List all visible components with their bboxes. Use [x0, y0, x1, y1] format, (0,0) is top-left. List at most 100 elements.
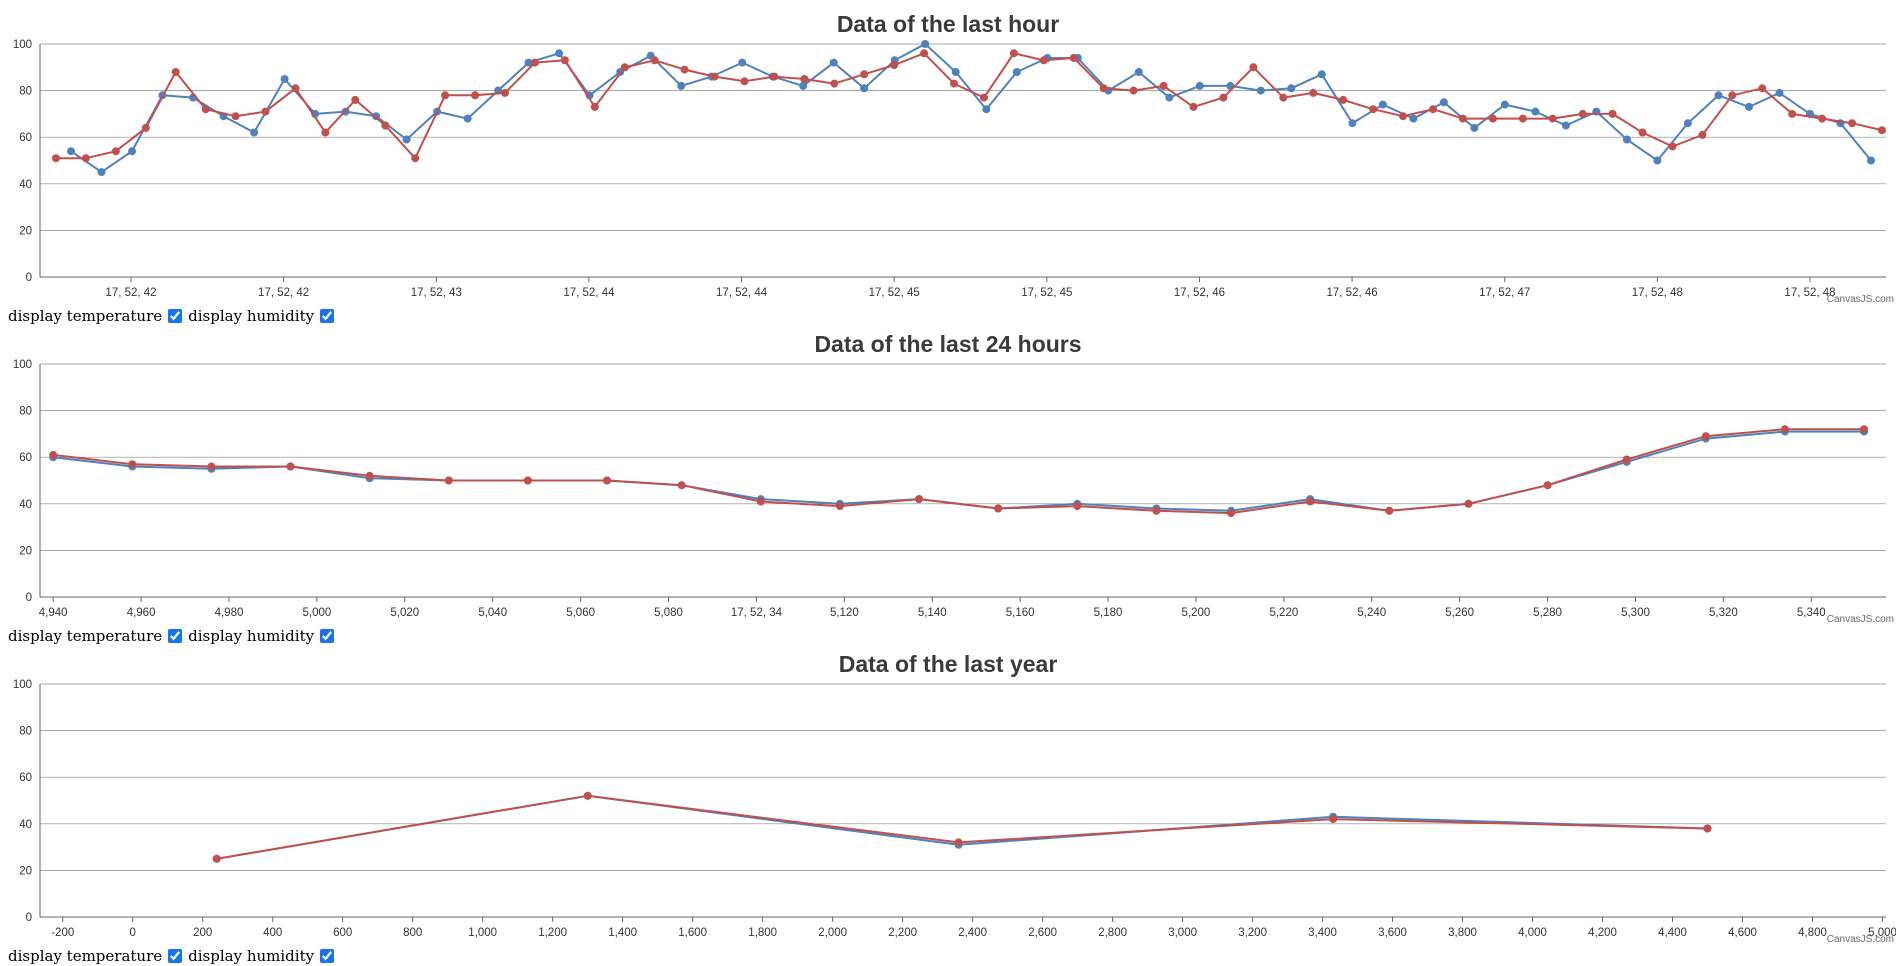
humidity-data-point — [1518, 114, 1527, 123]
humidity-data-point — [1039, 56, 1048, 65]
temperature-toggle[interactable]: display temperature — [8, 947, 183, 965]
temperature-data-point — [1622, 135, 1631, 144]
humidity-data-point — [1073, 502, 1082, 511]
humidity-data-point — [1339, 95, 1348, 104]
x-tick-label: 4,000 — [1518, 927, 1547, 939]
humidity-data-point — [1488, 114, 1497, 123]
humidity-data-point — [756, 497, 765, 506]
temperature-checkbox[interactable] — [168, 309, 183, 323]
canvasjs-credit: CanvasJS.com — [1827, 294, 1894, 305]
temperature-data-point — [1745, 102, 1753, 111]
humidity-data-point — [1860, 425, 1868, 434]
temperature-toggle-label: display temperature — [8, 307, 163, 325]
x-tick-label: 1,600 — [678, 927, 707, 939]
temperature-data-point — [738, 58, 747, 67]
humidity-data-point — [1818, 114, 1827, 123]
x-tick-label: 3,800 — [1448, 927, 1477, 939]
temperature-toggle-label: display temperature — [8, 947, 163, 965]
humidity-toggle[interactable]: display humidity — [188, 947, 335, 965]
humidity-checkbox[interactable] — [320, 949, 335, 963]
humidity-data-point — [1848, 119, 1857, 128]
temperature-data-point — [555, 49, 564, 58]
x-tick-label: 5,220 — [1269, 607, 1298, 619]
humidity-data-point — [1189, 102, 1198, 111]
humidity-toggle[interactable]: display humidity — [188, 307, 335, 325]
y-tick-label: 40 — [19, 179, 32, 191]
x-tick-label: 1,400 — [608, 927, 637, 939]
humidity-toggle[interactable]: display humidity — [188, 627, 335, 645]
humidity-data-point — [603, 476, 611, 485]
humidity-data-point — [1578, 109, 1587, 118]
temperature-data-point — [463, 114, 472, 123]
temperature-data-point — [1531, 107, 1540, 116]
humidity-data-point — [677, 481, 686, 490]
x-tick-label: 17, 52, 48 — [1784, 287, 1835, 299]
x-tick-label: 2,400 — [958, 927, 987, 939]
humidity-data-point — [1399, 112, 1407, 121]
temperature-data-point — [1683, 119, 1692, 128]
humidity-data-point — [1129, 86, 1138, 95]
humidity-data-point — [830, 79, 839, 88]
humidity-data-point — [920, 49, 929, 58]
y-tick-label: 0 — [26, 592, 32, 604]
humidity-data-point — [471, 91, 480, 100]
x-tick-label: 1,200 — [538, 927, 567, 939]
x-tick-label: 5,020 — [390, 607, 419, 619]
temperature-toggle-label: display temperature — [8, 627, 163, 645]
x-tick-label: 17, 52, 43 — [411, 287, 462, 299]
temperature-checkbox[interactable] — [168, 629, 183, 643]
chart-year-plot: Data of the last year 0 20 40 60 80 100 -200 0 20… — [13, 651, 1896, 945]
humidity-data-point — [49, 450, 58, 459]
humidity-data-point — [411, 154, 420, 163]
temperature-data-point — [1867, 156, 1875, 165]
humidity-data-point — [590, 102, 599, 111]
humidity-data-point — [1369, 105, 1378, 114]
x-tick-label: 2,000 — [818, 927, 847, 939]
x-tick-label: 17, 52, 45 — [1021, 287, 1072, 299]
x-tick-label: 400 — [263, 927, 282, 939]
humidity-data-point — [1249, 63, 1258, 72]
humidity-data-point — [1279, 93, 1288, 102]
y-tick-label: 20 — [19, 865, 32, 877]
x-tick-label: 17, 52, 46 — [1327, 287, 1378, 299]
chart-hour-plot: Data of the last hour 0 20 40 60 80 100 17, 52,… — [13, 11, 1894, 305]
humidity-data-point — [286, 462, 295, 471]
humidity-checkbox[interactable] — [320, 309, 335, 323]
temperature-data-point — [1439, 98, 1448, 107]
x-tick-label: 17, 52, 42 — [105, 287, 156, 299]
x-tick-label: 1,800 — [748, 927, 777, 939]
humidity-data-point — [261, 107, 270, 116]
humidity-data-point — [1309, 88, 1318, 97]
x-tick-label: 3,400 — [1308, 927, 1337, 939]
humidity-data-point — [321, 128, 330, 137]
y-tick-label: 60 — [19, 772, 32, 784]
humidity-data-point — [291, 84, 300, 93]
humidity-data-point — [207, 462, 216, 471]
temperature-data-point — [982, 105, 991, 114]
humidity-data-point — [1429, 105, 1437, 114]
temperature-toggle[interactable]: display temperature — [8, 627, 183, 645]
x-tick-label: 5,240 — [1357, 607, 1386, 619]
temperature-data-point — [799, 81, 808, 90]
x-tick-label: 2,600 — [1028, 927, 1057, 939]
humidity-data-point — [1701, 432, 1710, 441]
x-tick-label: 5,160 — [1006, 607, 1035, 619]
canvasjs-credit: CanvasJS.com — [1827, 934, 1894, 945]
humidity-data-point — [860, 70, 869, 79]
humidity-data-point — [111, 147, 120, 156]
temperature-data-point — [1470, 123, 1479, 132]
humidity-data-point — [1543, 481, 1552, 490]
temperature-toggle[interactable]: display temperature — [8, 307, 183, 325]
chart-year-controls: display temperature display humidity — [8, 946, 340, 966]
humidity-data-point — [620, 63, 629, 72]
temperature-checkbox[interactable] — [168, 949, 183, 963]
y-tick-label: 100 — [13, 679, 32, 691]
humidity-data-point — [835, 502, 844, 511]
chart-day-plot: Data of the last 24 hours 0 20 40 60 80 100 4,9… — [13, 331, 1894, 625]
temperature-series-line — [216, 794, 1708, 860]
humidity-data-point — [954, 838, 963, 847]
humidity-checkbox[interactable] — [320, 629, 335, 643]
x-tick-label: 4,600 — [1728, 927, 1757, 939]
humidity-data-point — [1608, 109, 1617, 118]
temperature-data-point — [1165, 93, 1174, 102]
